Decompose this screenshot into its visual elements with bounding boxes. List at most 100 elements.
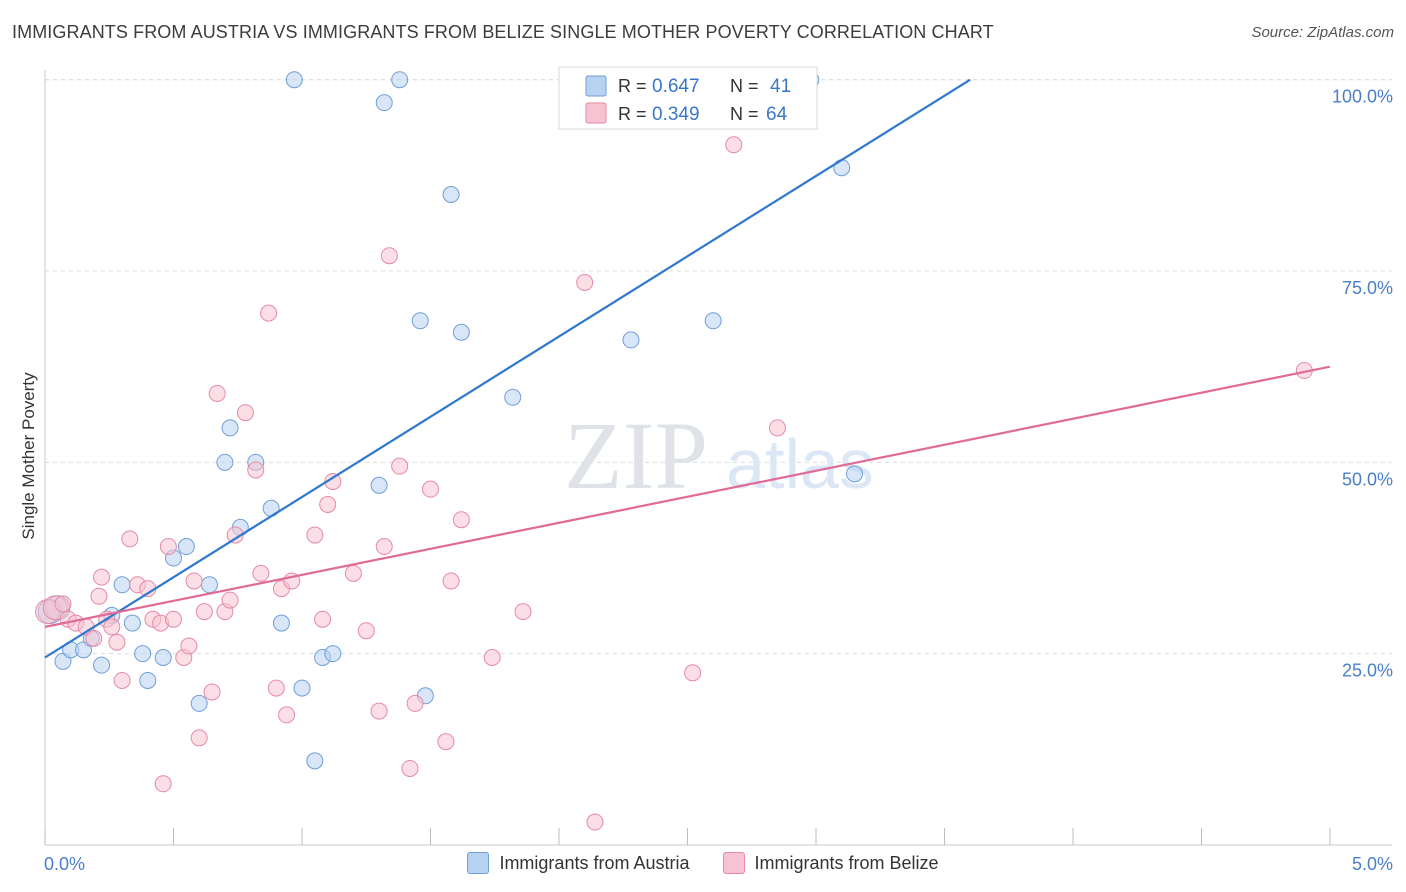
belize-point — [684, 664, 702, 682]
austria-point — [190, 694, 208, 712]
axes — [44, 70, 1392, 846]
austria-point — [370, 476, 388, 494]
austria-point — [442, 185, 460, 203]
austria-point — [139, 671, 157, 689]
y-tick-label: 50.0% — [1342, 469, 1393, 489]
belize-point — [725, 136, 743, 154]
belize-point — [319, 495, 337, 513]
chart-source: Source: ZipAtlas.com — [1251, 24, 1394, 41]
austria-point — [411, 312, 429, 330]
trend-lines — [44, 78, 1331, 659]
belize-point — [121, 530, 139, 548]
austria-point — [272, 614, 290, 632]
austria-point — [93, 656, 111, 674]
belize-point — [437, 733, 455, 751]
belize-point — [306, 526, 324, 544]
y-tick-label: 75.0% — [1342, 278, 1393, 298]
legend-swatch-austria-bottom — [467, 852, 490, 874]
belize-point — [190, 729, 208, 747]
austria-point — [216, 453, 234, 471]
austria-point — [846, 465, 864, 483]
austria-point — [134, 645, 152, 663]
legend-label-belize: Immigrants from Belize — [754, 852, 939, 873]
belize-point — [422, 480, 439, 498]
austria-trend-line — [44, 78, 971, 659]
belize-point — [203, 683, 221, 701]
austria-point — [293, 679, 311, 697]
legend-r-label-belize: R = — [618, 104, 647, 124]
belize-point — [226, 526, 244, 544]
belize-point — [514, 603, 532, 621]
belize-point — [586, 813, 604, 831]
belize-point — [260, 304, 278, 322]
grid-lines — [45, 79, 1392, 655]
watermark-zip: ZIP — [564, 402, 708, 509]
belize-point — [90, 587, 108, 605]
austria-point — [452, 323, 470, 341]
austria-point — [324, 645, 342, 663]
austria-point — [622, 331, 640, 349]
belize-point — [108, 633, 126, 651]
stats-legend: R = 0.647 N = 41 R = 0.349 N = 64 — [558, 66, 818, 130]
belize-point — [54, 595, 72, 613]
legend-item-austria[interactable]: Immigrants from Austria — [467, 852, 689, 874]
austria-point — [375, 94, 393, 112]
chart-title: IMMIGRANTS FROM AUSTRIA VS IMMIGRANTS FR… — [12, 22, 994, 42]
x-tick-label: 5.0% — [1352, 854, 1393, 874]
austria-point — [221, 419, 239, 437]
austria-point — [391, 71, 409, 89]
austria-point — [833, 159, 851, 177]
legend-r-label-austria: R = — [618, 76, 647, 96]
belize-point — [768, 419, 786, 437]
belize-point — [344, 564, 362, 582]
legend-n-value-belize: 64 — [766, 104, 788, 125]
legend-n-label-austria: N = — [730, 76, 759, 96]
austria-point — [154, 649, 172, 667]
belize-point — [236, 404, 254, 422]
belize-point — [375, 538, 393, 556]
belize-point — [391, 457, 409, 475]
austria-point — [113, 576, 131, 594]
belize-point — [576, 274, 594, 292]
belize-point — [370, 702, 388, 720]
belize-point — [252, 564, 270, 582]
belize-point — [442, 572, 460, 590]
series-legend: Immigrants from Austria Immigrants from … — [0, 852, 1406, 879]
belize-point — [93, 568, 111, 586]
austria-point — [306, 752, 324, 770]
belize-point — [357, 622, 375, 640]
belize-point — [85, 629, 103, 647]
austria-point — [200, 576, 218, 594]
belize-point — [185, 572, 203, 590]
belize-point — [180, 637, 198, 655]
legend-r-value-belize: 0.349 — [652, 104, 700, 125]
legend-n-label-belize: N = — [730, 104, 759, 124]
belize-point — [483, 649, 501, 667]
tick-labels: 25.0% 50.0% 75.0% 100.0% 0.0% 5.0% — [44, 87, 1393, 874]
belize-point — [314, 610, 332, 628]
legend-label-austria: Immigrants from Austria — [499, 852, 690, 873]
austria-point — [177, 538, 195, 556]
belize-point — [165, 610, 182, 628]
legend-r-value-austria: 0.647 — [652, 76, 700, 97]
austria-point — [504, 388, 522, 406]
belize-point — [267, 679, 285, 697]
legend-swatch-belize-bottom — [722, 852, 745, 874]
legend-item-belize[interactable]: Immigrants from Belize — [722, 852, 939, 874]
legend-swatch-belize — [585, 102, 607, 124]
belize-point — [154, 775, 172, 793]
belize-point — [406, 694, 424, 712]
belize-point — [452, 511, 470, 529]
belize-trend-line — [44, 365, 1331, 628]
legend-swatch-austria — [585, 75, 607, 97]
belize-point — [247, 461, 265, 479]
belize-point — [380, 247, 398, 265]
belize-point — [195, 603, 213, 621]
y-tick-label: 100.0% — [1332, 87, 1393, 107]
belize-point — [208, 384, 226, 402]
austria-point — [704, 312, 722, 330]
y-tick-label: 25.0% — [1342, 661, 1393, 681]
belize-point — [401, 759, 419, 777]
belize-point — [103, 618, 121, 636]
